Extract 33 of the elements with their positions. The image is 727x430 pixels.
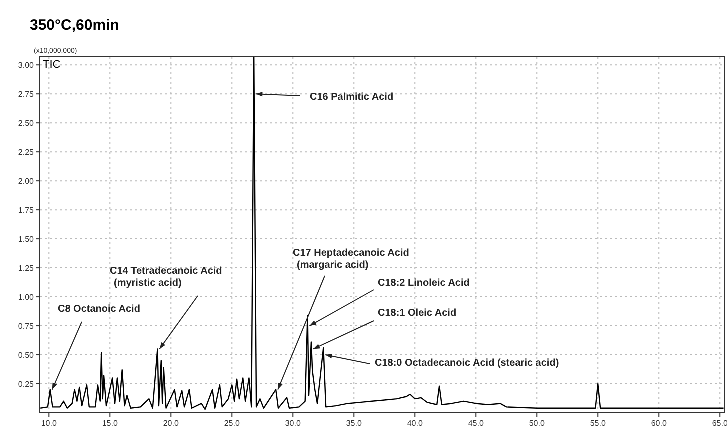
- annotation: C18:2 Linoleic Acid: [378, 278, 470, 289]
- y-tick-label: 0.25: [18, 380, 35, 389]
- y-tick-label: 2.75: [18, 90, 35, 99]
- y-tick-label: 2.50: [18, 118, 35, 128]
- x-tick-label: 30.0: [285, 419, 302, 428]
- x-tick-label: 25.0: [224, 419, 240, 428]
- x-tick-label: 10.0: [41, 419, 58, 428]
- y-tick-label: 2.00: [18, 176, 35, 186]
- annotation: C8 Octanoic Acid: [58, 304, 140, 315]
- x-tick-label: 15.0: [102, 419, 118, 428]
- x-tick-label: 50.0: [529, 419, 546, 428]
- annotation: C17 Heptadecanoic Acid (margaric acid): [293, 248, 410, 271]
- x-tick-label: 40.0: [407, 419, 424, 428]
- x-tick-label: 55.0: [590, 419, 606, 428]
- text: TIC: [43, 59, 61, 71]
- y-tick-label: 1.50: [18, 234, 35, 244]
- annotation: C18:0 Octadecanoic Acid (stearic acid): [375, 358, 560, 369]
- y-tick-label: 1.00: [18, 292, 35, 302]
- x-tick-label: 20.0: [163, 419, 180, 428]
- chart-title: 350°C,60min: [30, 17, 120, 34]
- line-series: [40, 56, 724, 410]
- annotation: C16 Palmitic Acid: [310, 92, 394, 103]
- x-tick-label: 45.0: [468, 419, 484, 428]
- y-tick-label: 1.75: [18, 206, 35, 215]
- y-tick-label: 0.50: [18, 350, 35, 360]
- x-tick-label: 35.0: [346, 419, 362, 428]
- annotation: C14 Tetradecanoic Acid (myristic acid): [110, 266, 222, 289]
- y-tick-label: 3.00: [18, 60, 35, 70]
- x-tick-label: 60.0: [651, 419, 668, 428]
- y-tick-label: 1.25: [18, 264, 35, 273]
- y-tick-label: 0.75: [18, 322, 35, 331]
- y-tick-label: 2.25: [18, 148, 35, 157]
- annotation: C18:1 Oleic Acid: [378, 308, 457, 319]
